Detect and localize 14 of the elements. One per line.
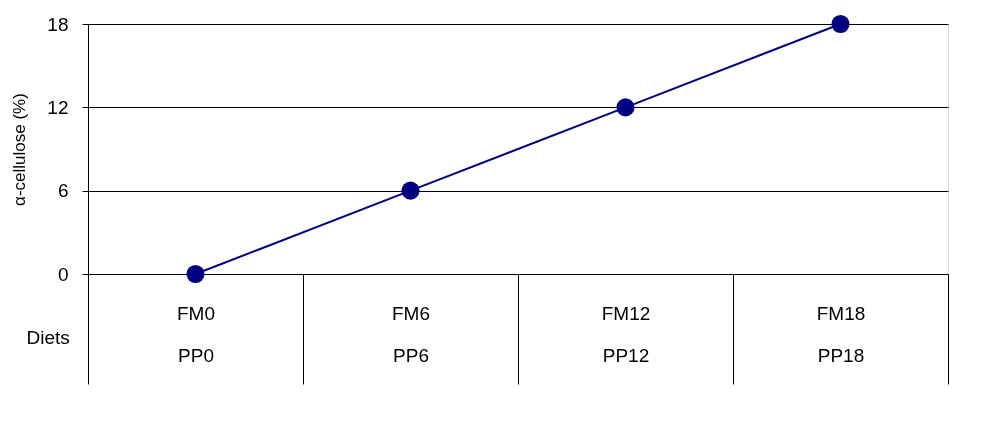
x-tick-label: FM6 PP6 — [392, 302, 430, 366]
y-tick-label: 18 — [47, 13, 69, 35]
y-axis-title: α-cellulose (%) — [10, 93, 30, 206]
point — [186, 264, 205, 284]
x-axis-title: Diets — [26, 326, 70, 348]
y-tick-label: 12 — [47, 96, 69, 118]
y-tick-label: 6 — [57, 180, 69, 202]
x-tick-label: FM12 PP12 — [601, 302, 651, 366]
x-tick-label: FM18 PP18 — [816, 302, 866, 366]
point — [401, 181, 420, 200]
x-tick-label: FM0 PP0 — [177, 302, 215, 366]
point — [831, 14, 850, 34]
y-tick-label: 0 — [57, 263, 69, 285]
point — [616, 98, 635, 117]
